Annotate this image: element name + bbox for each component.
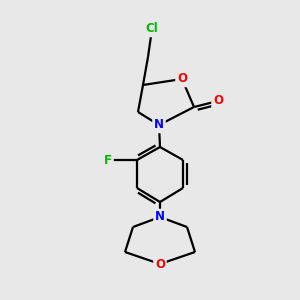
Text: N: N [154,118,164,131]
Text: N: N [155,211,165,224]
Text: F: F [104,154,112,166]
Text: O: O [177,73,187,85]
Text: O: O [213,94,223,107]
Text: O: O [155,257,165,271]
Text: Cl: Cl [146,22,158,35]
